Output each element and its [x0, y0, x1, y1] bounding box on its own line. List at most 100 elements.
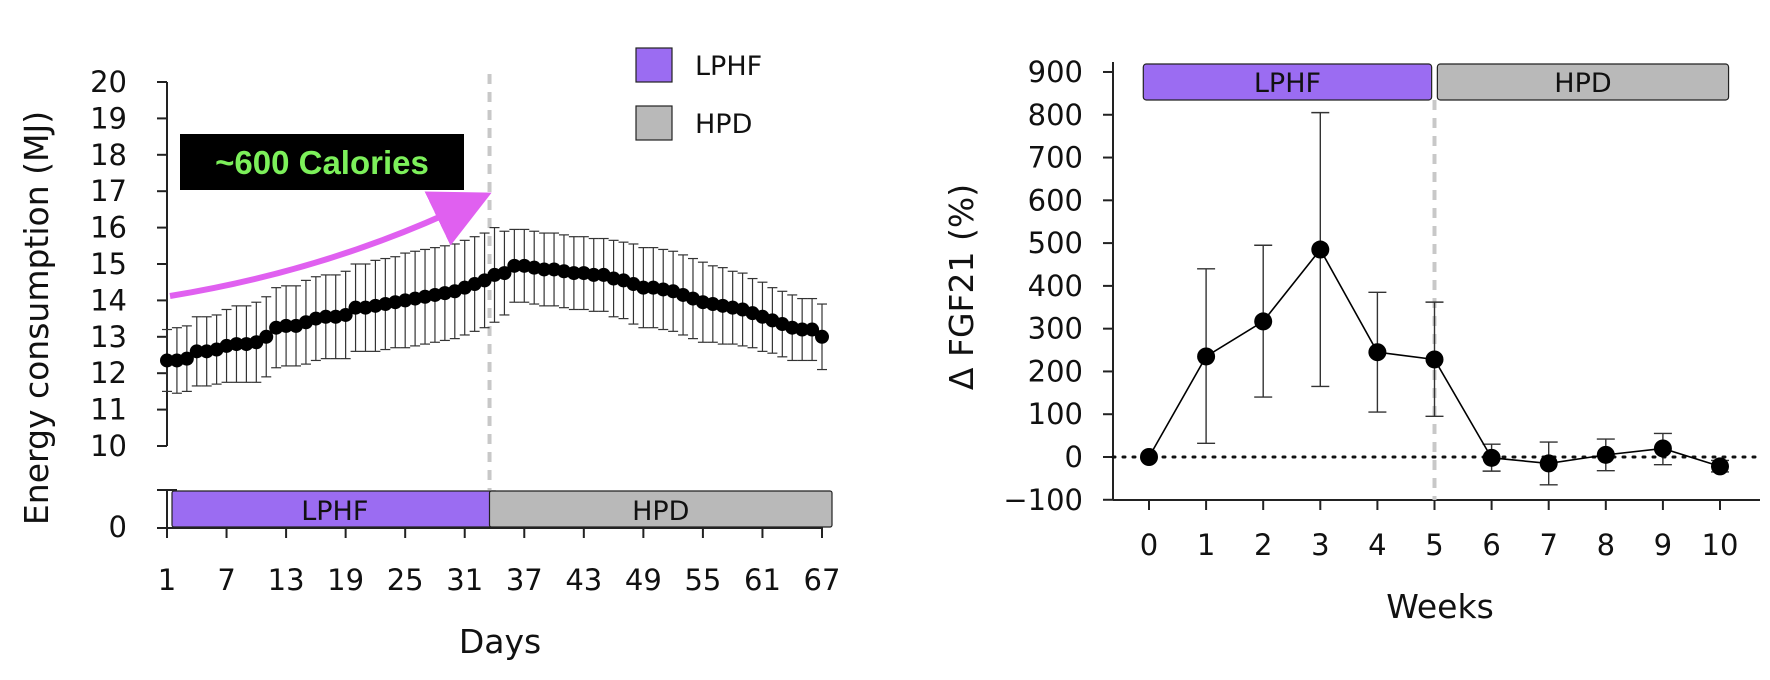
data-point [1653, 439, 1672, 458]
right-x-tick-label: 4 [1368, 528, 1386, 562]
left-y-tick-label: 11 [90, 393, 127, 427]
left-y-tick-label: 10 [90, 429, 127, 463]
right-y-tick-label: 200 [1028, 354, 1083, 388]
data-point [795, 322, 810, 337]
left-y-tick-label: 15 [90, 247, 127, 281]
right-y-tick-label: 700 [1028, 141, 1083, 175]
left-y-tick-label: 14 [90, 283, 127, 317]
data-point [1539, 454, 1558, 473]
right-y-tick-label: −100 [1003, 483, 1083, 517]
calorie-callout-text: ~600 Calories [215, 144, 429, 181]
left-y-tick-label: 16 [90, 211, 127, 245]
data-point [160, 353, 174, 368]
left-y-tick-label: 18 [90, 138, 127, 172]
left-x-tick-label: 49 [625, 563, 662, 597]
left-x-tick-label: 31 [446, 563, 483, 597]
hpd-phase-label: HPD [632, 496, 689, 527]
data-point [1254, 312, 1273, 331]
lphf-phase-bar [1142, 63, 1433, 101]
data-point [1596, 445, 1615, 464]
left-x-tick-label: 61 [744, 563, 781, 597]
data-point [636, 280, 651, 295]
left-x-axis-label: Days [459, 622, 541, 661]
energy-series [160, 227, 829, 394]
data-point [497, 266, 512, 281]
data-point [318, 309, 333, 324]
right-y-tick-label: 900 [1028, 55, 1083, 89]
left-x-tick-label: 7 [217, 563, 235, 597]
right-x-tick-label: 3 [1311, 528, 1329, 562]
data-point [179, 351, 194, 366]
lphf-phase-label: LPHF [301, 496, 368, 527]
left-x-tick-label: 19 [327, 563, 364, 597]
data-point [805, 322, 820, 337]
data-point [566, 266, 581, 281]
data-point [1425, 350, 1444, 369]
data-point [1711, 457, 1729, 476]
right-x-tick-label: 2 [1254, 528, 1272, 562]
data-point [815, 329, 829, 344]
left-chart: Energy consumption (MJ) Days 0 101112131… [17, 47, 840, 661]
data-point [586, 267, 601, 282]
right-x-tick-label: 7 [1539, 528, 1557, 562]
left-y-tick-label-zero: 0 [109, 510, 127, 544]
fgf21-series [1140, 111, 1729, 486]
data-point [1482, 448, 1501, 467]
data-point [229, 337, 244, 352]
right-y-tick-label: 600 [1028, 183, 1083, 217]
data-point [338, 307, 353, 322]
hpd-phase-bar [488, 490, 833, 528]
legend: LPHF HPD [635, 47, 762, 141]
calorie-callout-box [180, 134, 464, 190]
left-x-tick-label: 1 [158, 563, 176, 597]
lphf-phase-label: LPHF [1254, 68, 1321, 99]
right-x-tick-label: 9 [1654, 528, 1672, 562]
right-x-tick-label: 0 [1140, 528, 1158, 562]
data-point [279, 318, 294, 333]
data-point [259, 329, 274, 344]
right-y-tick-label: 300 [1028, 312, 1083, 346]
right-y-tick-label: 0 [1065, 440, 1083, 474]
right-y-axis-label: Δ FGF21 (%) [942, 184, 981, 390]
left-x-tick-label: 37 [506, 563, 543, 597]
right-x-tick-label: 8 [1597, 528, 1615, 562]
right-x-tick-label: 1 [1197, 528, 1215, 562]
right-chart: Δ FGF21 (%) Weeks −100010020030040050060… [942, 55, 1762, 626]
left-y-tick-label: 17 [90, 174, 127, 208]
right-y-tick-label: 100 [1028, 397, 1083, 431]
left-x-tick-label: 43 [565, 563, 602, 597]
right-y-tick-label: 500 [1028, 226, 1083, 260]
left-y-tick-label: 13 [90, 320, 127, 354]
data-point [1197, 347, 1216, 366]
right-y-ticks: −100 0 100 200 300 400 500 600 700 800 900 [1003, 55, 1113, 517]
legend-swatch-lphf [635, 47, 673, 83]
right-x-tick-label: 5 [1425, 528, 1443, 562]
legend-label-hpd: HPD [695, 109, 752, 140]
hpd-phase-bar [1436, 63, 1730, 101]
legend-swatch-hpd [635, 105, 673, 141]
legend-label-lphf: LPHF [695, 51, 762, 82]
right-y-tick-label: 800 [1028, 98, 1083, 132]
left-x-tick-label: 13 [268, 563, 305, 597]
hpd-phase-label: HPD [1554, 68, 1611, 99]
left-y-axis-label: Energy consumption (MJ) [17, 111, 56, 525]
left-y-tick-label: 12 [90, 356, 127, 390]
right-x-tick-label: 10 [1702, 528, 1739, 562]
left-y-tick-label: 19 [90, 101, 127, 135]
data-point [537, 262, 552, 277]
data-point [507, 258, 522, 273]
right-x-ticks: 0 1 2 3 4 5 6 7 8 9 10 [1140, 500, 1739, 562]
data-point [1311, 240, 1330, 259]
data-point [348, 300, 363, 315]
right-x-axis-label: Weeks [1386, 587, 1494, 626]
left-x-ticks: 1 7 13 19 25 31 37 43 49 55 61 67 [158, 528, 840, 597]
left-y-tick-label: 20 [90, 65, 127, 99]
left-x-tick-label: 25 [387, 563, 424, 597]
data-point [1368, 343, 1387, 362]
right-y-tick-label: 400 [1028, 269, 1083, 303]
left-x-tick-label: 55 [684, 563, 721, 597]
data-point [1140, 448, 1158, 466]
data-point [189, 344, 204, 359]
